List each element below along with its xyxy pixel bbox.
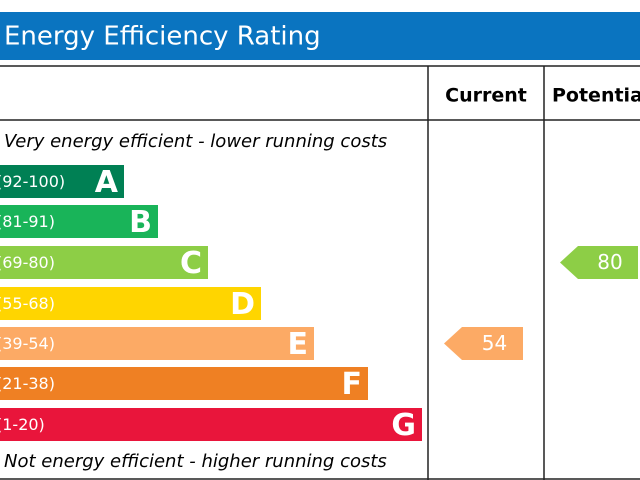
title-bar — [0, 12, 640, 60]
rating-arrow — [444, 327, 523, 360]
band-range: (92-100) — [0, 172, 65, 191]
frame — [0, 65, 640, 480]
band-letter: G — [391, 408, 416, 443]
column-header: Current — [445, 85, 527, 107]
title: Energy Efficiency Rating — [4, 22, 321, 52]
band — [0, 165, 124, 198]
bottom-note: Not energy efficient - higher running co… — [4, 451, 387, 472]
band-range: (69-80) — [0, 253, 55, 272]
band — [0, 367, 368, 400]
band-range: (39-54) — [0, 334, 55, 353]
rating-arrow — [560, 246, 638, 279]
band-range: (1-20) — [0, 415, 45, 434]
band-letter: F — [342, 367, 363, 402]
rating-value: 54 — [482, 331, 507, 355]
band — [0, 287, 261, 320]
band — [0, 246, 208, 279]
top-note: Very energy efficient - lower running co… — [4, 131, 387, 152]
band — [0, 408, 422, 441]
band-range: (21-38) — [0, 374, 55, 393]
band-letter: A — [95, 165, 119, 200]
band-letter: B — [129, 205, 152, 240]
band — [0, 327, 314, 360]
rating-value: 80 — [597, 250, 622, 274]
band-range: (81-91) — [0, 212, 55, 231]
band-letter: C — [180, 246, 202, 281]
band-letter: D — [230, 287, 255, 322]
column-header: Potential — [552, 85, 640, 107]
band-range: (55-68) — [0, 294, 55, 313]
band — [0, 205, 158, 238]
band-letter: E — [288, 327, 309, 362]
